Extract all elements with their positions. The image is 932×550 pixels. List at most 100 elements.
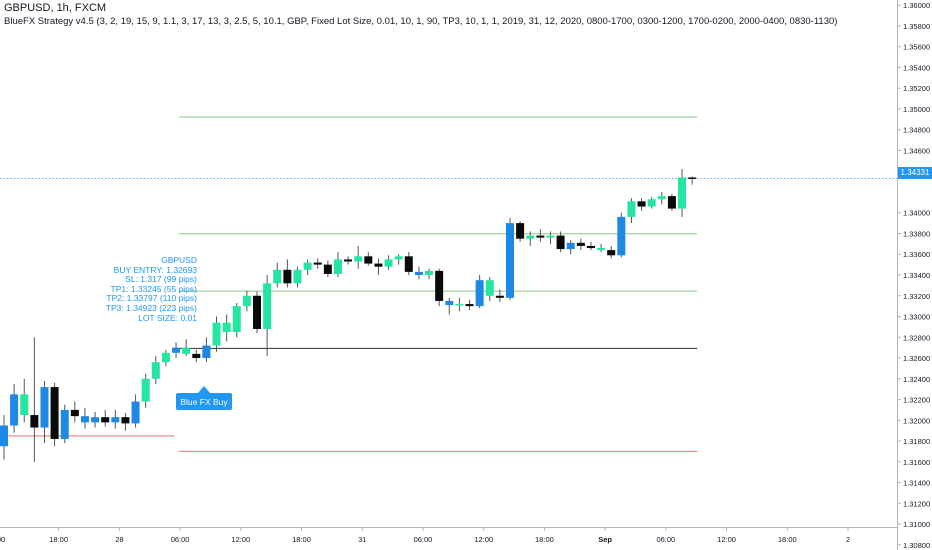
candle-body xyxy=(506,223,514,298)
candle-body xyxy=(323,264,332,274)
price-tick-label: 1.32000 xyxy=(903,416,930,425)
candle-body xyxy=(273,269,282,284)
candle-body xyxy=(172,347,181,353)
price-tick-label: 1.33800 xyxy=(903,229,930,238)
price-tick-label: 1.31400 xyxy=(903,479,930,488)
time-tick-label: 06:00 xyxy=(656,535,675,544)
info-lot-size: LOT SIZE: 0.01 xyxy=(138,312,197,323)
time-tick-label: Sep xyxy=(598,535,612,544)
price-tick-label: 1.32400 xyxy=(903,375,930,384)
price-tick-label: 1.34600 xyxy=(903,146,930,155)
candle-body xyxy=(111,417,120,423)
candle-body xyxy=(202,345,211,359)
time-tick-label: 31 xyxy=(358,535,366,544)
candle-body xyxy=(354,256,363,262)
candle-body xyxy=(151,362,160,379)
candle-body xyxy=(485,280,494,296)
candles xyxy=(0,169,697,462)
price-tick-label: 1.33000 xyxy=(903,313,930,322)
candle-body xyxy=(20,394,29,416)
price-tick-label: 1.33600 xyxy=(903,250,930,259)
time-tick-label: 2:00 xyxy=(0,535,5,544)
price-tick-label: 1.31000 xyxy=(903,520,930,529)
time-tick-label: 18:00 xyxy=(49,535,68,544)
candle-body xyxy=(394,256,403,260)
candle-body xyxy=(344,259,353,262)
candle-body xyxy=(678,177,687,209)
candle-body xyxy=(414,271,423,275)
candle-body xyxy=(303,262,312,270)
candle-body xyxy=(627,201,636,217)
buy-signal-arrow-icon xyxy=(198,386,210,393)
price-tick-label: 1.34800 xyxy=(903,126,930,135)
price-tick-label: 1.35600 xyxy=(903,43,930,52)
candle-body xyxy=(516,223,525,239)
info-stop-loss: SL: 1.317 (99 pips) xyxy=(125,274,197,285)
candle-body xyxy=(617,216,626,256)
candle-body xyxy=(495,295,504,298)
candle-body xyxy=(333,259,342,274)
candle-body xyxy=(182,347,191,354)
price-tick-label: 1.35000 xyxy=(903,105,930,114)
price-tick-label: 1.36000 xyxy=(903,1,930,10)
candle-body xyxy=(101,417,110,423)
info-symbol: GBPUSD xyxy=(161,255,197,265)
candle-body xyxy=(10,394,19,426)
candle-body xyxy=(374,263,383,267)
candle-body xyxy=(435,270,444,301)
candle-body xyxy=(40,387,49,428)
candle-body xyxy=(526,235,535,239)
price-tick-label: 1.35200 xyxy=(903,84,930,93)
time-tick-label: 06:00 xyxy=(414,535,433,544)
symbol-title[interactable]: GBPUSD, 1h, FXCM xyxy=(4,2,107,14)
candle-body xyxy=(546,235,555,238)
study-legend[interactable]: BlueFX Strategy v4.5 (3, 2, 19, 15, 9, 1… xyxy=(4,16,838,27)
price-tick-label: 1.31600 xyxy=(903,458,930,467)
candle-body xyxy=(80,416,89,423)
price-tick-label: 1.32800 xyxy=(903,333,930,342)
price-tick-label: 1.31200 xyxy=(903,499,930,508)
candle-body xyxy=(253,295,261,329)
candle-body xyxy=(161,352,170,363)
info-tp2: TP2: 1.33797 (110 pips) xyxy=(106,293,197,304)
time-tick-label: 28 xyxy=(115,535,123,544)
candle-body xyxy=(586,245,595,249)
candle-body xyxy=(141,378,150,402)
time-tick-label: 12:00 xyxy=(474,535,493,544)
candle-body xyxy=(50,387,59,439)
candle-body xyxy=(404,256,413,272)
price-tick-label: 1.30800 xyxy=(903,541,930,550)
candle-body xyxy=(667,196,676,209)
candle-body xyxy=(70,409,79,417)
time-tick-label: 18:00 xyxy=(535,535,554,544)
candle-body xyxy=(475,280,484,307)
candle-body xyxy=(647,199,656,207)
price-tick-label: 1.32200 xyxy=(903,396,930,405)
candle-body xyxy=(445,300,454,306)
candle-body xyxy=(222,322,231,333)
candle-body xyxy=(384,259,393,267)
candle-body xyxy=(313,262,322,265)
time-tick-label: 18:00 xyxy=(778,535,797,544)
candle-body xyxy=(60,409,69,439)
candle-body xyxy=(212,322,221,346)
candle-body xyxy=(232,306,241,333)
candle-body xyxy=(637,201,646,207)
candle-body xyxy=(131,401,140,424)
candle-body xyxy=(657,196,666,200)
candle-body xyxy=(121,417,130,424)
candle-body xyxy=(263,283,272,329)
time-tick-label: 06:00 xyxy=(171,535,190,544)
candle-body xyxy=(283,269,292,284)
candle-body xyxy=(607,250,616,256)
candle-body xyxy=(192,353,201,359)
buy-signal-label: Blue FX Buy xyxy=(176,393,232,410)
time-tick-label: 12:00 xyxy=(231,535,250,544)
last-price-tag: 1.34331 xyxy=(898,167,932,179)
candle-body xyxy=(0,425,8,447)
candle-body xyxy=(242,295,251,307)
candle-body xyxy=(91,417,100,423)
